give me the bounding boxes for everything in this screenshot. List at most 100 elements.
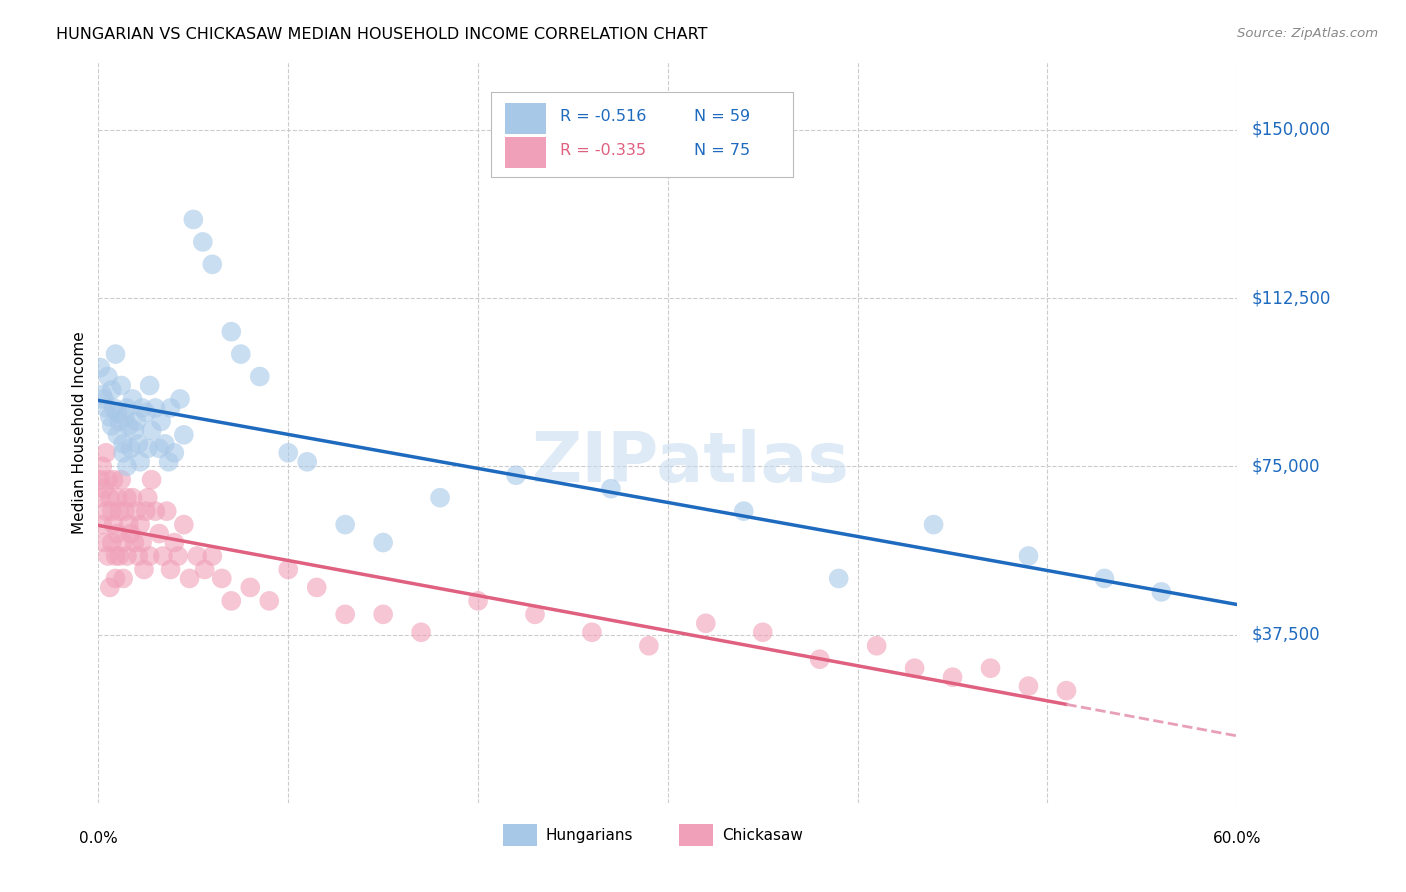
Point: [152, 549, 174, 563]
Point: [135, 405, 157, 419]
Point: [942, 670, 965, 684]
Point: [108, 504, 131, 518]
Point: [91, 517, 114, 532]
Point: [107, 491, 129, 505]
Point: [297, 455, 319, 469]
Point: [107, 428, 129, 442]
Point: [371, 535, 394, 549]
Text: R = -0.516: R = -0.516: [560, 109, 645, 124]
Point: [141, 423, 163, 437]
Point: [221, 594, 243, 608]
Point: [148, 526, 170, 541]
Point: [98, 491, 121, 505]
Point: [112, 571, 135, 585]
Point: [733, 504, 755, 518]
Point: [183, 212, 205, 227]
Point: [179, 571, 201, 585]
Text: ZIPatlas: ZIPatlas: [531, 429, 849, 496]
Point: [94, 446, 117, 460]
Point: [904, 661, 927, 675]
Point: [120, 442, 142, 456]
Point: [115, 459, 138, 474]
Point: [1094, 571, 1116, 585]
Point: [201, 257, 224, 271]
Point: [103, 473, 125, 487]
Point: [114, 409, 136, 424]
Point: [97, 473, 120, 487]
Text: $75,000: $75,000: [1251, 458, 1320, 475]
Point: [100, 418, 122, 433]
Point: [136, 442, 159, 456]
Point: [97, 369, 120, 384]
Point: [157, 455, 180, 469]
Point: [1018, 549, 1040, 563]
Point: [89, 473, 111, 487]
Point: [132, 562, 155, 576]
Bar: [679, 824, 713, 847]
Point: [191, 235, 214, 249]
Point: [638, 639, 661, 653]
Point: [145, 504, 167, 518]
Point: [127, 549, 149, 563]
Point: [120, 526, 142, 541]
Point: [429, 491, 451, 505]
Point: [138, 549, 160, 563]
Point: [98, 409, 121, 424]
Point: [94, 504, 117, 518]
Point: [371, 607, 394, 622]
Point: [104, 347, 127, 361]
Point: [138, 378, 160, 392]
Point: [186, 549, 208, 563]
Point: [335, 607, 357, 622]
Point: [108, 549, 131, 563]
Point: [201, 549, 224, 563]
Point: [110, 378, 132, 392]
Point: [239, 581, 262, 595]
Point: [335, 517, 357, 532]
Bar: [505, 103, 546, 135]
Point: [752, 625, 775, 640]
Point: [100, 504, 122, 518]
Point: [115, 549, 138, 563]
Point: [115, 491, 138, 505]
Text: $150,000: $150,000: [1251, 120, 1330, 139]
Point: [156, 504, 179, 518]
Point: [108, 414, 131, 428]
Point: [1056, 683, 1078, 698]
FancyBboxPatch shape: [491, 92, 793, 178]
Point: [221, 325, 243, 339]
Point: [1018, 679, 1040, 693]
Point: [89, 360, 111, 375]
Point: [163, 535, 186, 549]
Text: Source: ZipAtlas.com: Source: ZipAtlas.com: [1237, 27, 1378, 40]
Point: [828, 571, 851, 585]
Point: [695, 616, 717, 631]
Point: [118, 418, 141, 433]
Text: HUNGARIAN VS CHICKASAW MEDIAN HOUSEHOLD INCOME CORRELATION CHART: HUNGARIAN VS CHICKASAW MEDIAN HOUSEHOLD …: [56, 27, 707, 42]
Point: [277, 562, 299, 576]
Text: N = 75: N = 75: [695, 143, 751, 158]
Point: [148, 442, 170, 456]
Point: [103, 517, 125, 532]
Point: [129, 455, 152, 469]
Point: [145, 401, 167, 415]
Point: [141, 473, 163, 487]
Text: Chickasaw: Chickasaw: [723, 828, 803, 843]
Text: $37,500: $37,500: [1251, 625, 1320, 643]
Point: [194, 562, 217, 576]
Text: N = 59: N = 59: [695, 109, 751, 124]
Point: [581, 625, 603, 640]
Point: [107, 405, 129, 419]
Point: [259, 594, 281, 608]
Point: [97, 549, 120, 563]
Point: [91, 459, 114, 474]
Point: [100, 535, 122, 549]
Point: [131, 401, 153, 415]
Point: [173, 517, 195, 532]
Text: $112,500: $112,500: [1251, 289, 1330, 307]
Point: [135, 504, 157, 518]
Text: 0.0%: 0.0%: [79, 830, 118, 846]
Y-axis label: Median Household Income: Median Household Income: [72, 331, 87, 534]
Point: [163, 446, 186, 460]
Point: [103, 401, 125, 415]
